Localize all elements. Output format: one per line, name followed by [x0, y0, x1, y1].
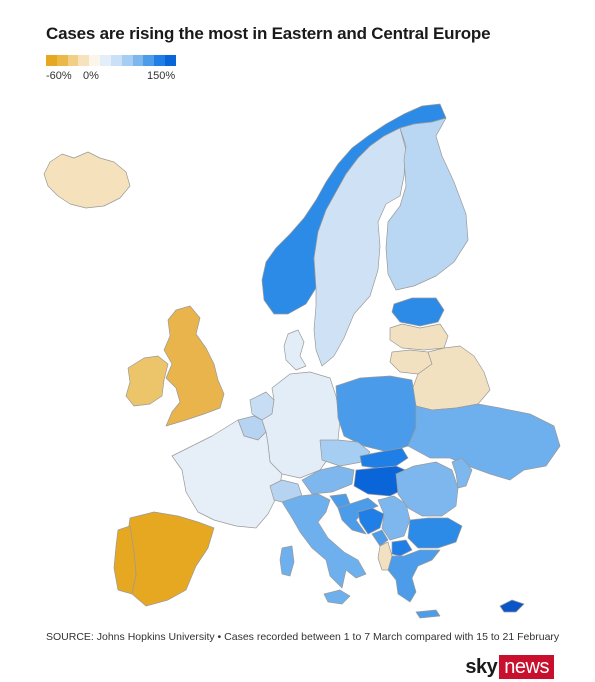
- legend-swatch: [78, 55, 90, 66]
- region-italy-sardinia[interactable]: Italy: [279, 545, 295, 577]
- region-greece[interactable]: Greece: [387, 549, 441, 603]
- region-serbia[interactable]: Serbia: [377, 495, 411, 541]
- region-austria[interactable]: Austria: [301, 465, 355, 495]
- legend-swatch: [100, 55, 111, 66]
- region-estonia[interactable]: Estonia: [391, 297, 445, 327]
- sky-news-logo: sky news: [465, 655, 554, 679]
- region-italy[interactable]: Italy: [281, 493, 367, 589]
- europe-choropleth-map: Iceland Norway Sweden Finland Estonia La…: [43, 103, 561, 619]
- region-north-macedonia[interactable]: North Macedonia: [391, 539, 413, 557]
- legend-swatch: [89, 55, 101, 66]
- region-italy-sicily[interactable]: Italy: [323, 589, 351, 605]
- region-iceland[interactable]: Iceland: [43, 151, 131, 209]
- legend-swatch: [132, 55, 144, 66]
- region-ireland[interactable]: Ireland: [125, 355, 169, 407]
- region-bulgaria[interactable]: Bulgaria: [407, 517, 463, 549]
- legend-color-bar: [46, 55, 176, 66]
- color-legend: -60% 0% 150%: [46, 55, 178, 87]
- region-greece-crete[interactable]: Greece: [415, 609, 441, 619]
- legend-swatch: [46, 55, 57, 66]
- chart-title: Cases are rising the most in Eastern and…: [46, 24, 491, 43]
- legend-swatch: [154, 55, 166, 66]
- region-bosnia[interactable]: Bosnia and Herzegovina: [357, 507, 385, 535]
- legend-max-label: 150%: [147, 70, 176, 82]
- region-germany[interactable]: Germany: [261, 371, 341, 479]
- region-spain[interactable]: Spain: [127, 511, 215, 607]
- region-romania[interactable]: Romania: [395, 461, 459, 517]
- legend-swatch: [67, 55, 79, 66]
- region-latvia[interactable]: Latvia: [389, 323, 449, 351]
- legend-swatch: [121, 55, 133, 66]
- legend-swatch: [56, 55, 68, 66]
- region-sweden[interactable]: Sweden: [313, 127, 407, 367]
- region-slovakia[interactable]: Slovakia: [359, 447, 409, 469]
- region-france[interactable]: France: [171, 419, 283, 529]
- legend-swatch: [143, 55, 155, 66]
- legend-swatch: [110, 55, 122, 66]
- logo-sky-text: sky: [465, 655, 498, 678]
- region-united-kingdom[interactable]: United Kingdom: [163, 305, 225, 427]
- legend-swatch: [165, 55, 176, 66]
- region-cyprus[interactable]: Cyprus: [499, 599, 525, 613]
- region-poland[interactable]: Poland: [335, 375, 417, 453]
- source-note: SOURCE: Johns Hopkins University • Cases…: [46, 631, 560, 643]
- legend-min-label: -60%: [46, 70, 72, 82]
- logo-news-text: news: [499, 655, 554, 679]
- region-finland[interactable]: Finland: [385, 117, 469, 291]
- region-moldova[interactable]: Moldova: [451, 457, 473, 489]
- legend-zero-label: 0%: [83, 70, 99, 82]
- region-denmark[interactable]: Denmark: [283, 329, 307, 371]
- region-montenegro[interactable]: Montenegro: [371, 529, 389, 547]
- region-portugal[interactable]: Portugal: [113, 525, 137, 595]
